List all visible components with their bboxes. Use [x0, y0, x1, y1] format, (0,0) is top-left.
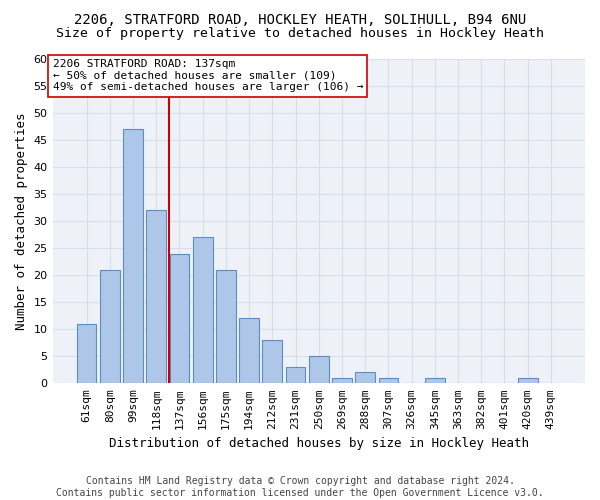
Bar — [286, 367, 305, 384]
Bar — [518, 378, 538, 384]
Bar — [216, 270, 236, 384]
Text: Contains HM Land Registry data © Crown copyright and database right 2024.
Contai: Contains HM Land Registry data © Crown c… — [56, 476, 544, 498]
Bar — [355, 372, 375, 384]
Bar — [425, 378, 445, 384]
Bar — [239, 318, 259, 384]
Bar — [123, 130, 143, 384]
Bar — [309, 356, 329, 384]
Bar — [193, 238, 212, 384]
X-axis label: Distribution of detached houses by size in Hockley Heath: Distribution of detached houses by size … — [109, 437, 529, 450]
Text: 2206, STRATFORD ROAD, HOCKLEY HEATH, SOLIHULL, B94 6NU: 2206, STRATFORD ROAD, HOCKLEY HEATH, SOL… — [74, 12, 526, 26]
Bar — [262, 340, 282, 384]
Bar — [146, 210, 166, 384]
Y-axis label: Number of detached properties: Number of detached properties — [15, 112, 28, 330]
Bar — [100, 270, 119, 384]
Bar — [77, 324, 97, 384]
Bar — [332, 378, 352, 384]
Bar — [379, 378, 398, 384]
Text: Size of property relative to detached houses in Hockley Heath: Size of property relative to detached ho… — [56, 28, 544, 40]
Bar — [170, 254, 190, 384]
Text: 2206 STRATFORD ROAD: 137sqm
← 50% of detached houses are smaller (109)
49% of se: 2206 STRATFORD ROAD: 137sqm ← 50% of det… — [53, 59, 363, 92]
